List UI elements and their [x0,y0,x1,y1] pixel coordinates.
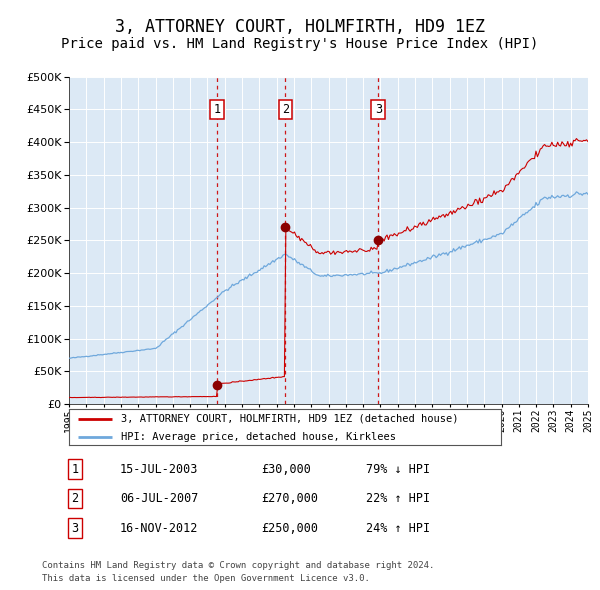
Text: 16-NOV-2012: 16-NOV-2012 [120,522,199,535]
Text: 3, ATTORNEY COURT, HOLMFIRTH, HD9 1EZ: 3, ATTORNEY COURT, HOLMFIRTH, HD9 1EZ [115,18,485,35]
Text: 3: 3 [374,103,382,116]
Text: 24% ↑ HPI: 24% ↑ HPI [366,522,430,535]
Text: Contains HM Land Registry data © Crown copyright and database right 2024.
This d: Contains HM Land Registry data © Crown c… [42,562,434,583]
Text: £270,000: £270,000 [261,492,318,505]
Text: 06-JUL-2007: 06-JUL-2007 [120,492,199,505]
Text: HPI: Average price, detached house, Kirklees: HPI: Average price, detached house, Kirk… [121,432,396,442]
Text: 2: 2 [71,492,79,505]
Text: 2: 2 [282,103,289,116]
Text: 1: 1 [213,103,220,116]
Text: 15-JUL-2003: 15-JUL-2003 [120,463,199,476]
Text: Price paid vs. HM Land Registry's House Price Index (HPI): Price paid vs. HM Land Registry's House … [61,37,539,51]
Text: 1: 1 [71,463,79,476]
Text: 3, ATTORNEY COURT, HOLMFIRTH, HD9 1EZ (detached house): 3, ATTORNEY COURT, HOLMFIRTH, HD9 1EZ (d… [121,414,458,424]
Text: 22% ↑ HPI: 22% ↑ HPI [366,492,430,505]
Text: 3: 3 [71,522,79,535]
Text: 79% ↓ HPI: 79% ↓ HPI [366,463,430,476]
Text: £30,000: £30,000 [261,463,311,476]
Text: £250,000: £250,000 [261,522,318,535]
